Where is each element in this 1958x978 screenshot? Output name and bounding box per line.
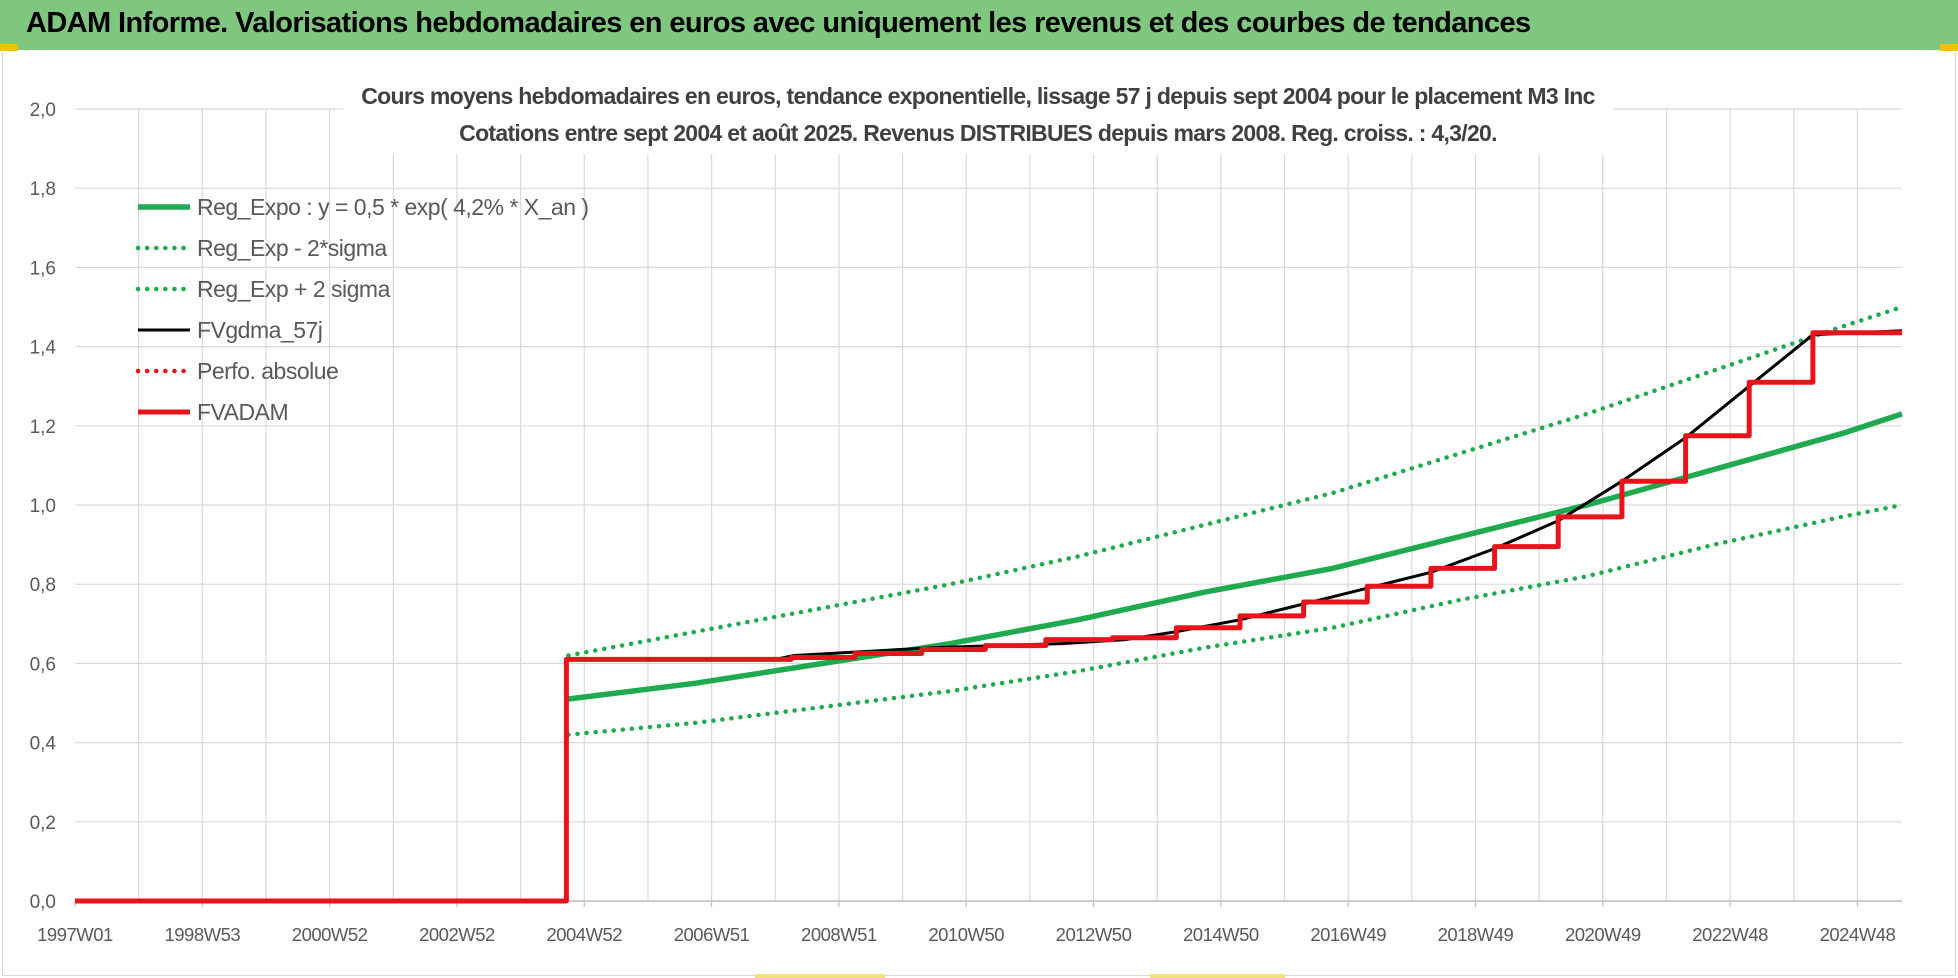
x-tick-label: 2014W50 — [1183, 924, 1259, 945]
legend-label: FVgdma_57j — [197, 317, 322, 343]
chart-subtitle: Cotations entre sept 2004 et août 2025. … — [459, 120, 1497, 146]
series-lines — [75, 304, 1905, 904]
bottom-mark-1 — [755, 974, 885, 978]
legend-label: Reg_Expo : y = 0,5 * exp( 4,2% * X_an ) — [197, 194, 589, 220]
x-tick-label: 2000W52 — [292, 924, 368, 945]
y-tick-label: 0,6 — [30, 654, 56, 675]
chart-frame — [2, 50, 1956, 976]
y-tick-label: 2,0 — [30, 100, 56, 121]
x-tick-label: 2010W50 — [928, 924, 1004, 945]
title-background — [343, 76, 1613, 154]
x-tick-label: 2006W51 — [674, 924, 750, 945]
legend-label: Reg_Exp + 2 sigma — [197, 276, 391, 302]
y-tick-label: 1,6 — [30, 258, 56, 279]
series-line — [566, 304, 1905, 658]
legend-label: Perfo. absolue — [197, 358, 338, 384]
corner-mark-left — [0, 44, 18, 51]
legend-label: Reg_Exp - 2*sigma — [197, 235, 387, 261]
page-title: ADAM Informe. Valorisations hebdomadaire… — [26, 7, 1531, 39]
legend: Reg_Expo : y = 0,5 * exp( 4,2% * X_an ) R… — [135, 194, 589, 425]
x-tick-label: 1998W53 — [164, 924, 240, 945]
header-bar: ADAM Informe. Valorisations hebdomadaire… — [0, 0, 1958, 50]
bottom-mark-2 — [1150, 974, 1285, 978]
x-tick-label: 2018W49 — [1438, 924, 1514, 945]
chart-titles: Cours moyens hebdomadaires en euros, ten… — [343, 76, 1613, 154]
series-line — [568, 411, 1903, 702]
grid-lines — [75, 108, 1902, 902]
y-tick-label: 0,4 — [30, 734, 57, 755]
y-tick-label: 0,0 — [30, 892, 56, 913]
x-tick-label: 2012W50 — [1056, 924, 1132, 945]
y-tick-label: 1,4 — [30, 338, 57, 359]
series-line — [566, 502, 1905, 737]
y-tick-label: 0,8 — [30, 575, 56, 596]
corner-mark-right — [1940, 44, 1958, 51]
y-tick-label: 1,2 — [30, 417, 56, 438]
x-tick-label: 2004W52 — [546, 924, 622, 945]
x-tick-label: 2002W52 — [419, 924, 495, 945]
axes: 0,0 0,2 0,4 0,6 0,8 1,0 1,2 1,4 1,6 1,8 2,0 1997W01… — [30, 100, 1902, 945]
chart-title: Cours moyens hebdomadaires en euros, ten… — [361, 83, 1595, 109]
x-tick-label: 2008W51 — [801, 924, 877, 945]
y-tick-label: 1,8 — [30, 179, 56, 200]
y-tick-label: 1,0 — [30, 496, 56, 517]
x-tick-label: 2022W48 — [1692, 924, 1768, 945]
x-tick-label: 2024W48 — [1820, 924, 1896, 945]
x-tick-label: 2016W49 — [1310, 924, 1386, 945]
y-tick-label: 0,2 — [30, 813, 56, 834]
x-tick-label: 1997W01 — [37, 924, 113, 945]
x-tick-label: 2020W49 — [1565, 924, 1641, 945]
series-line — [75, 329, 1903, 903]
legend-label: FVADAM — [197, 399, 288, 425]
series-line — [75, 330, 1902, 904]
